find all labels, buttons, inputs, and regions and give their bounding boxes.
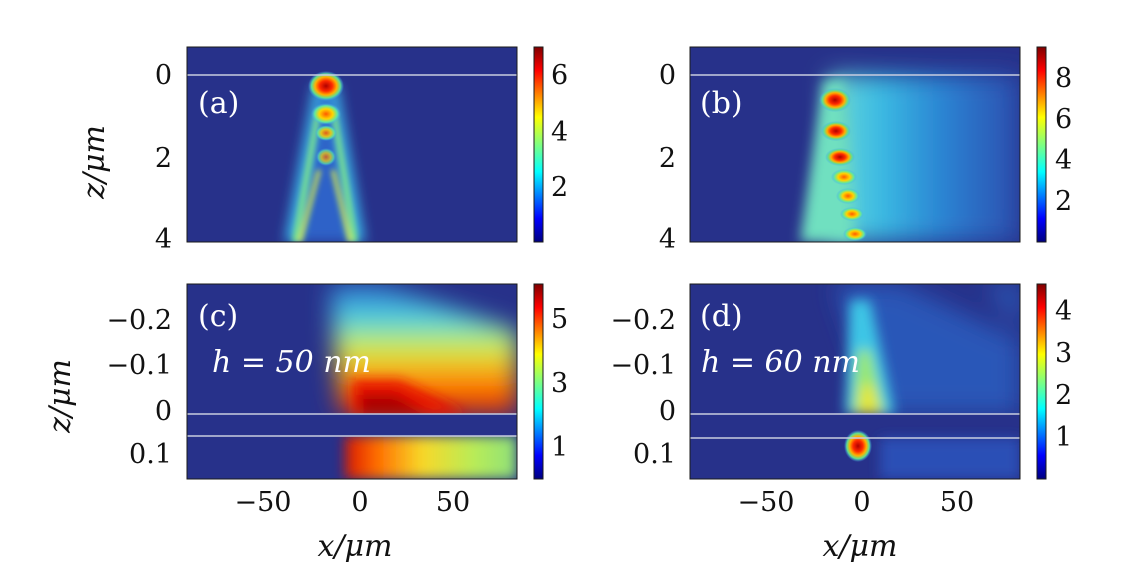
- heatmap-b-haze: [830, 75, 1020, 242]
- heatmap-b-spot-6: [840, 207, 864, 221]
- panel-label-d: (d): [700, 299, 743, 334]
- colorbar-c-tick-1: 3: [551, 368, 568, 399]
- colorbar-a-tick-1: 4: [551, 117, 568, 148]
- heatmap-b-spot-4: [831, 169, 857, 185]
- colorbar-b-tick-3: 8: [1055, 63, 1072, 94]
- ytick-b-1: 2: [659, 143, 676, 174]
- ytick-b-2: 4: [659, 224, 676, 255]
- colorbar-a: 2 4 6: [533, 46, 568, 243]
- xtick-c-2: 50: [436, 487, 470, 518]
- heatmap-d-cone: [845, 300, 895, 414]
- colorbar-c-frame: [533, 283, 544, 480]
- colorbar-b: 2 4 6 8: [1036, 46, 1072, 243]
- heatmap-b-spots: [819, 88, 867, 241]
- heatmap-b: [690, 47, 1020, 242]
- h-label-d: h = 60 nm: [701, 345, 860, 380]
- panel-c: (c) h = 50 nm −0.2 −0.1 0 0.1 −50 0 50 1…: [106, 283, 568, 518]
- xticks-c: −50 0 50: [235, 487, 471, 518]
- xlabel-left: x/μm: [318, 529, 393, 564]
- colorbar-c-tick-2: 5: [551, 304, 568, 335]
- heatmap-b-spot-1: [819, 88, 851, 112]
- colorbar-c-tick-0: 1: [551, 432, 568, 463]
- ytick-d-3: 0.1: [633, 439, 676, 470]
- xlabel-right: x/μm: [823, 529, 898, 564]
- frame-b: [689, 46, 1021, 243]
- xtick-c-0: −50: [235, 487, 292, 518]
- colorbar-a-tick-2: 6: [551, 60, 568, 91]
- colorbar-d-frame: [1036, 283, 1047, 480]
- heatmap-a-spot-4: [316, 148, 336, 166]
- ytick-d-0: −0.2: [610, 305, 676, 336]
- ytick-a-1: 2: [155, 143, 172, 174]
- heatmap-a-spot-2: [311, 103, 341, 125]
- heatmap-c-hotcore: [352, 380, 470, 414]
- ytick-c-0: −0.2: [106, 305, 172, 336]
- colorbar-a-frame: [533, 46, 544, 243]
- heatmap-b-spot-3: [825, 148, 855, 166]
- heatmap-d-lower: [690, 430, 1020, 479]
- colorbar-d: 1 2 3 4: [1036, 283, 1072, 480]
- heatmap-a-spot-1: [308, 71, 344, 101]
- colorbar-d-tick-3: 4: [1055, 296, 1072, 327]
- ytick-c-3: 0.1: [129, 439, 172, 470]
- xtick-c-1: 0: [351, 487, 368, 518]
- panel-label-b: (b): [700, 86, 743, 121]
- heatmap-c: [187, 284, 517, 479]
- ytick-d-2: 0: [659, 396, 676, 427]
- colorbar-d-tick-1: 2: [1055, 380, 1072, 411]
- colorbar-d-gradient: [1037, 284, 1046, 479]
- yticks-a: 0 2 4: [155, 60, 172, 255]
- colorbar-c: 1 3 5: [533, 283, 568, 480]
- colorbar-b-gradient: [1037, 47, 1046, 242]
- frame-d: [689, 283, 1021, 480]
- colorbar-c-gradient: [534, 284, 543, 479]
- xtick-d-2: 50: [940, 487, 974, 518]
- colorbar-b-tick-0: 2: [1055, 186, 1072, 217]
- h-label-c: h = 50 nm: [212, 345, 371, 380]
- yticks-b: 0 2 4: [659, 60, 676, 255]
- panel-label-a: (a): [198, 86, 239, 121]
- ylabel-bottom: z/μm: [43, 359, 78, 434]
- xtick-d-1: 0: [853, 487, 870, 518]
- colorbar-d-tick-2: 3: [1055, 338, 1072, 369]
- ytick-c-2: 0: [155, 396, 172, 427]
- heatmap-b-spot-5: [836, 188, 860, 204]
- heatmap-c-lower-strip: [345, 436, 517, 479]
- heatmap-d: [690, 284, 1020, 479]
- heatmap-b-spot-7: [843, 227, 867, 241]
- panel-b: (b) 0 2 4 2 4 6 8: [659, 46, 1072, 255]
- xtick-d-0: −50: [738, 487, 795, 518]
- heatmap-b-spot-2: [821, 121, 851, 141]
- ytick-c-1: −0.1: [106, 350, 172, 381]
- frame-c: [186, 283, 518, 480]
- ytick-a-2: 4: [155, 224, 172, 255]
- ytick-b-0: 0: [659, 60, 676, 91]
- ylabel-top: z/μm: [77, 125, 112, 200]
- colorbar-b-frame: [1036, 46, 1047, 243]
- heatmap-a: [187, 47, 517, 242]
- panel-label-c: (c): [198, 299, 238, 334]
- heatmap-a-beam-cores: [292, 110, 358, 242]
- colorbar-b-tick-2: 6: [1055, 104, 1072, 135]
- heatmap-d-spot: [844, 430, 872, 462]
- ytick-d-1: −0.1: [610, 350, 676, 381]
- panel-a: (a) 0 2 4 2 4 6: [155, 46, 568, 255]
- colorbar-a-gradient: [534, 47, 543, 242]
- yticks-c: −0.2 −0.1 0 0.1: [106, 305, 172, 470]
- frame-a: [186, 46, 518, 243]
- colorbar-a-tick-0: 2: [551, 172, 568, 203]
- heatmap-c-layer: [187, 414, 517, 436]
- colorbar-b-tick-1: 4: [1055, 145, 1072, 176]
- ytick-a-0: 0: [155, 60, 172, 91]
- xticks-d: −50 0 50: [738, 487, 975, 518]
- panel-d: (d) h = 60 nm −0.2 −0.1 0 0.1 −50 0 50 1…: [610, 283, 1072, 518]
- colorbar-d-tick-0: 1: [1055, 422, 1072, 453]
- yticks-d: −0.2 −0.1 0 0.1: [610, 305, 676, 470]
- heatmap-a-spot-3: [315, 125, 337, 141]
